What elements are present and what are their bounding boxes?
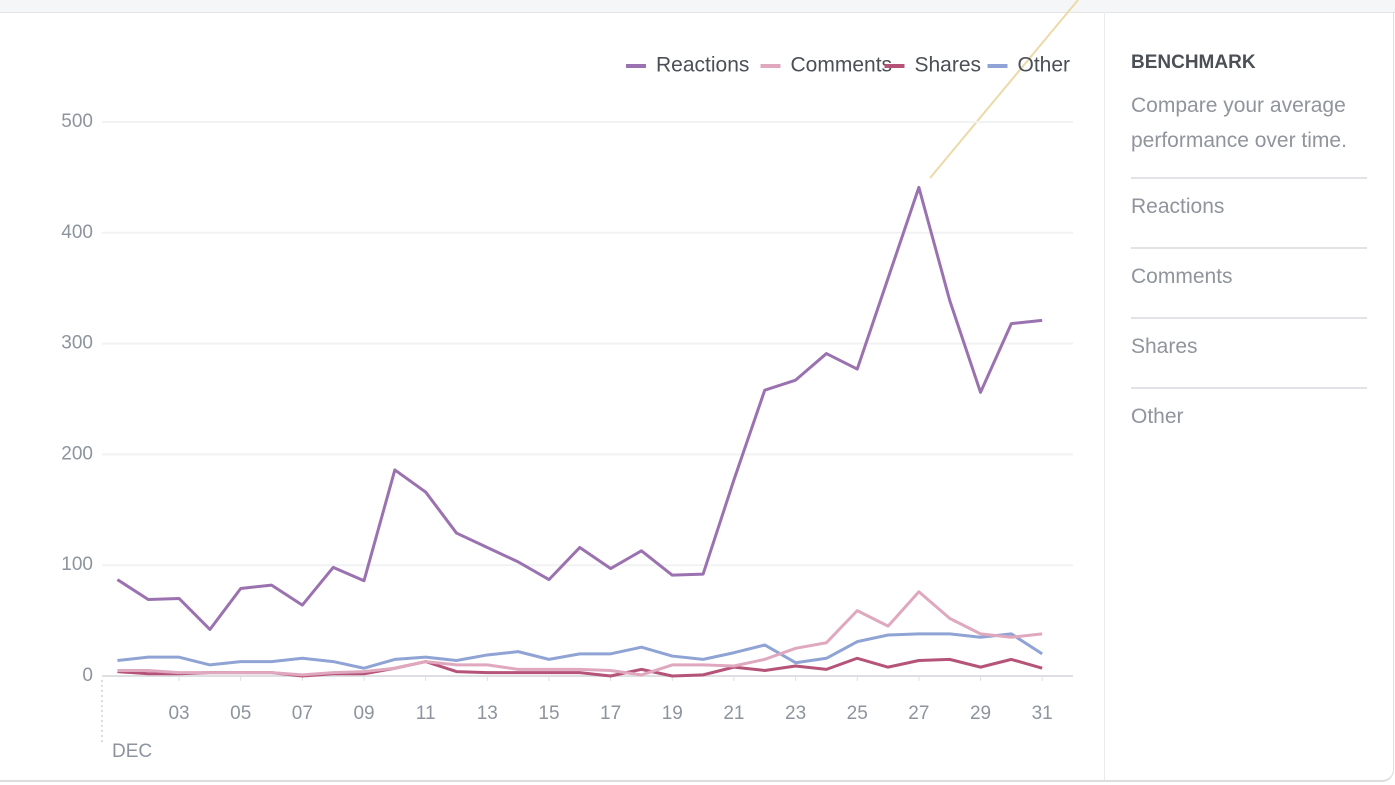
x-tick-label: 19 [662, 703, 683, 724]
month-label: DEC [112, 741, 152, 762]
x-tick-label: 03 [168, 703, 189, 724]
x-tick-label: 21 [723, 703, 744, 724]
series-line [117, 590, 1043, 677]
panel-description: Compare your average performance over ti… [1131, 94, 1347, 152]
legend-label: Reactions [656, 54, 749, 77]
card [0, 12, 1394, 782]
x-tick-label: 31 [1032, 703, 1053, 724]
y-tick-label: 300 [61, 333, 93, 354]
series-line [117, 632, 1043, 670]
x-tick-label: 15 [538, 703, 559, 724]
y-tick-label: 200 [61, 443, 93, 464]
series-line [116, 185, 1043, 631]
y-tick-label: 0 [82, 665, 93, 686]
x-tick-label: 25 [847, 703, 868, 724]
x-tick-label: 13 [477, 703, 498, 724]
x-tick-label: 07 [292, 703, 313, 724]
y-tick-label: 500 [61, 111, 93, 132]
x-tick-label: 27 [908, 703, 929, 724]
benchmark-item[interactable]: Reactions [1131, 177, 1367, 219]
y-tick-label: 400 [61, 222, 93, 243]
legend-label: Shares [915, 54, 982, 77]
benchmark-panel: BENCHMARK Compare your average performan… [1104, 12, 1395, 780]
panel-title: BENCHMARK [1131, 52, 1256, 73]
benchmark-item[interactable]: Other [1131, 387, 1367, 429]
x-tick-label: 05 [230, 703, 251, 724]
benchmark-item[interactable]: Comments [1131, 247, 1367, 289]
legend-label: Other [1018, 54, 1071, 77]
x-tick-label: 17 [600, 703, 621, 724]
benchmark-item[interactable]: Shares [1131, 317, 1367, 359]
legend-label: Comments [791, 54, 893, 77]
x-tick-label: 29 [970, 703, 991, 724]
top-bar [0, 0, 1395, 13]
x-tick-label: 11 [416, 703, 436, 724]
y-tick-label: 100 [61, 554, 93, 575]
x-tick-label: 09 [353, 703, 374, 724]
chart: DEC 0 100 200 300 400 500 03 05 07 09 11 13 15 17 19 21… [61, 0, 1079, 762]
x-tick-label: 23 [785, 703, 806, 724]
annotation-pointer [929, 0, 1079, 179]
